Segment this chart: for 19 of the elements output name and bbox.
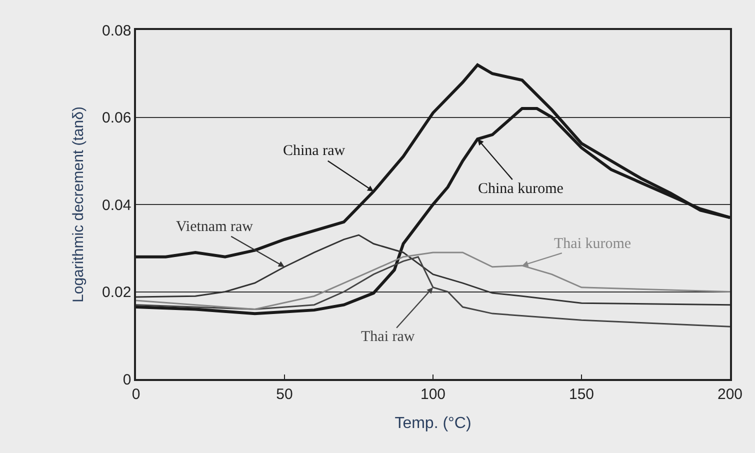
line-series — [136, 234, 730, 306]
y-axis-title: Logarithmic decrement (tanδ) — [70, 106, 87, 302]
series-label: Thai kurome — [554, 236, 632, 252]
x-tick-label: 200 — [717, 386, 743, 403]
y-tick-label: 0.04 — [102, 196, 132, 214]
y-tick-label: 0.08 — [102, 22, 132, 40]
y-tick-label: 0.02 — [102, 284, 132, 301]
text: Vietnam raw — [176, 219, 254, 235]
text: Thai raw — [361, 329, 415, 345]
series-label: China kurome — [478, 181, 564, 197]
x-tick-label: 150 — [568, 386, 594, 403]
x-tick-label: 50 — [276, 386, 293, 403]
line-series — [136, 256, 730, 328]
x-tick-label: 100 — [420, 386, 446, 403]
x-axis-title: Temp. (°C) — [394, 414, 472, 432]
y-tick-label: 0 — [122, 371, 132, 388]
text: China raw — [283, 143, 346, 159]
y-tick-label: 0.06 — [102, 110, 132, 126]
line-series — [136, 252, 730, 310]
